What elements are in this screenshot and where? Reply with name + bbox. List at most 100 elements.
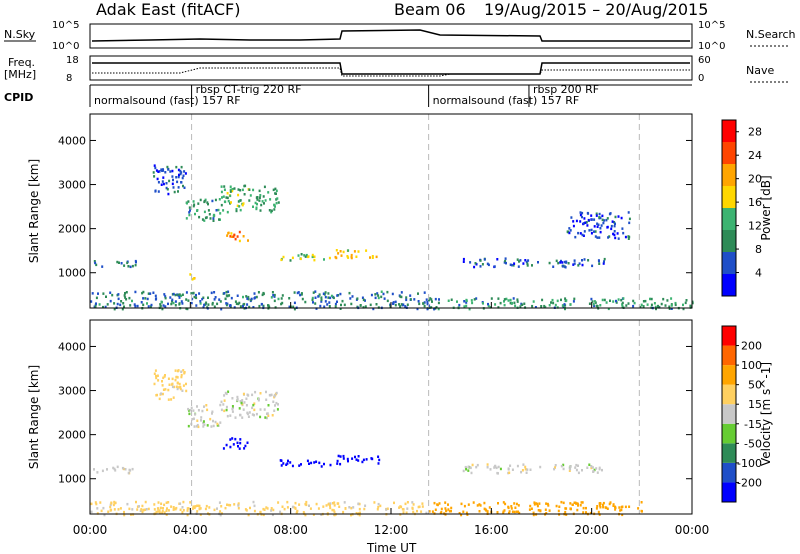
echo-cell <box>270 209 273 212</box>
echo-cell <box>429 297 432 300</box>
echo-cell <box>259 415 262 419</box>
echo-cell <box>179 387 182 391</box>
echo-cell <box>162 176 165 179</box>
echo-cell <box>603 257 606 261</box>
echo-cell <box>579 220 582 223</box>
echo-cell <box>569 303 572 306</box>
echo-cell <box>481 263 484 266</box>
echo-cell <box>467 465 470 468</box>
echo-cell <box>113 508 116 511</box>
echo-cell <box>590 228 593 232</box>
cpid-segment-label: normalsound (fast) 157 RF <box>94 94 241 107</box>
echo-cell <box>180 375 183 379</box>
echo-cell <box>246 393 249 396</box>
echo-cell <box>426 307 429 311</box>
echo-cell <box>434 508 437 511</box>
echo-cell <box>470 471 473 475</box>
colorbar-frame <box>721 119 737 297</box>
echo-cell <box>161 511 164 514</box>
echo-cell <box>508 510 511 513</box>
echo-cell <box>205 404 208 407</box>
echo-cell <box>295 511 298 515</box>
echo-cell <box>116 302 119 306</box>
echo-cell <box>465 299 468 302</box>
echo-cell <box>244 444 247 448</box>
echo-cell <box>595 304 598 308</box>
echo-cell <box>596 236 599 239</box>
echo-cell <box>118 261 120 264</box>
echo-cell <box>596 471 599 474</box>
echo-cell <box>230 296 233 300</box>
echo-cell <box>222 403 225 406</box>
echo-cell <box>597 510 600 514</box>
echo-cell <box>252 500 255 504</box>
echo-cell <box>189 273 192 276</box>
echo-cell <box>362 458 365 462</box>
echo-cell <box>229 185 232 188</box>
echo-cell <box>275 391 278 395</box>
echo-cell <box>614 215 617 219</box>
echo-cell <box>219 510 222 513</box>
date-range: 19/Aug/2015 – 20/Aug/2015 <box>484 0 708 19</box>
echo-cell <box>192 291 195 295</box>
echo-cell <box>519 259 522 262</box>
echo-cell <box>259 510 262 514</box>
freq-label-1: Freq. <box>8 56 35 69</box>
echo-cell <box>551 298 554 302</box>
echo-cell <box>568 227 571 230</box>
echo-cell <box>204 303 207 306</box>
echo-cell <box>281 505 284 508</box>
echo-cell <box>124 468 127 471</box>
echo-cell <box>114 501 117 505</box>
echo-cell <box>270 393 273 397</box>
echo-cell <box>124 296 127 299</box>
echo-cell <box>555 504 558 508</box>
echo-cell <box>161 169 164 172</box>
echo-cell <box>323 258 325 261</box>
echo-cell <box>253 504 256 508</box>
colorbar-swatch <box>722 482 736 502</box>
echo-cell <box>308 504 310 507</box>
echo-cell <box>309 507 312 510</box>
echo-cell <box>417 505 420 509</box>
echo-cell <box>374 293 377 296</box>
echo-cell <box>526 262 529 265</box>
echo-cell <box>264 199 267 202</box>
echo-cell <box>340 303 342 307</box>
echo-cell <box>242 408 245 411</box>
echo-cell <box>418 302 421 306</box>
echo-cell <box>220 400 223 404</box>
echo-cell <box>181 389 184 392</box>
echo-cell <box>421 502 424 505</box>
echo-cell <box>134 290 137 294</box>
echo-cell <box>158 509 161 512</box>
echo-cell <box>188 412 191 416</box>
echo-cell <box>257 291 260 294</box>
echo-cell <box>601 218 604 222</box>
echo-cell <box>271 291 274 294</box>
echo-cell <box>608 502 611 506</box>
echo-cell <box>102 305 104 309</box>
echo-cell <box>224 200 227 204</box>
echo-cell <box>273 293 276 297</box>
echo-cell <box>219 421 222 424</box>
y-axis-label: Slant Range [km] <box>27 159 41 263</box>
echo-cell <box>241 399 244 402</box>
echo-cell <box>400 505 403 509</box>
echo-cell <box>420 510 423 513</box>
echo-cell <box>329 506 332 510</box>
echo-cell <box>557 261 560 265</box>
echo-cell <box>141 504 144 508</box>
echo-cell <box>207 202 209 206</box>
echo-cell <box>357 459 360 462</box>
echo-cell <box>599 304 602 307</box>
echo-cell <box>220 408 223 412</box>
echo-cell <box>142 303 145 307</box>
echo-cell <box>163 511 166 514</box>
echo-cell <box>267 404 270 407</box>
echo-cell <box>624 235 627 239</box>
echo-cell <box>271 513 274 517</box>
echo-cell <box>182 384 185 387</box>
echo-cell <box>180 373 183 377</box>
echo-cell <box>531 304 534 308</box>
